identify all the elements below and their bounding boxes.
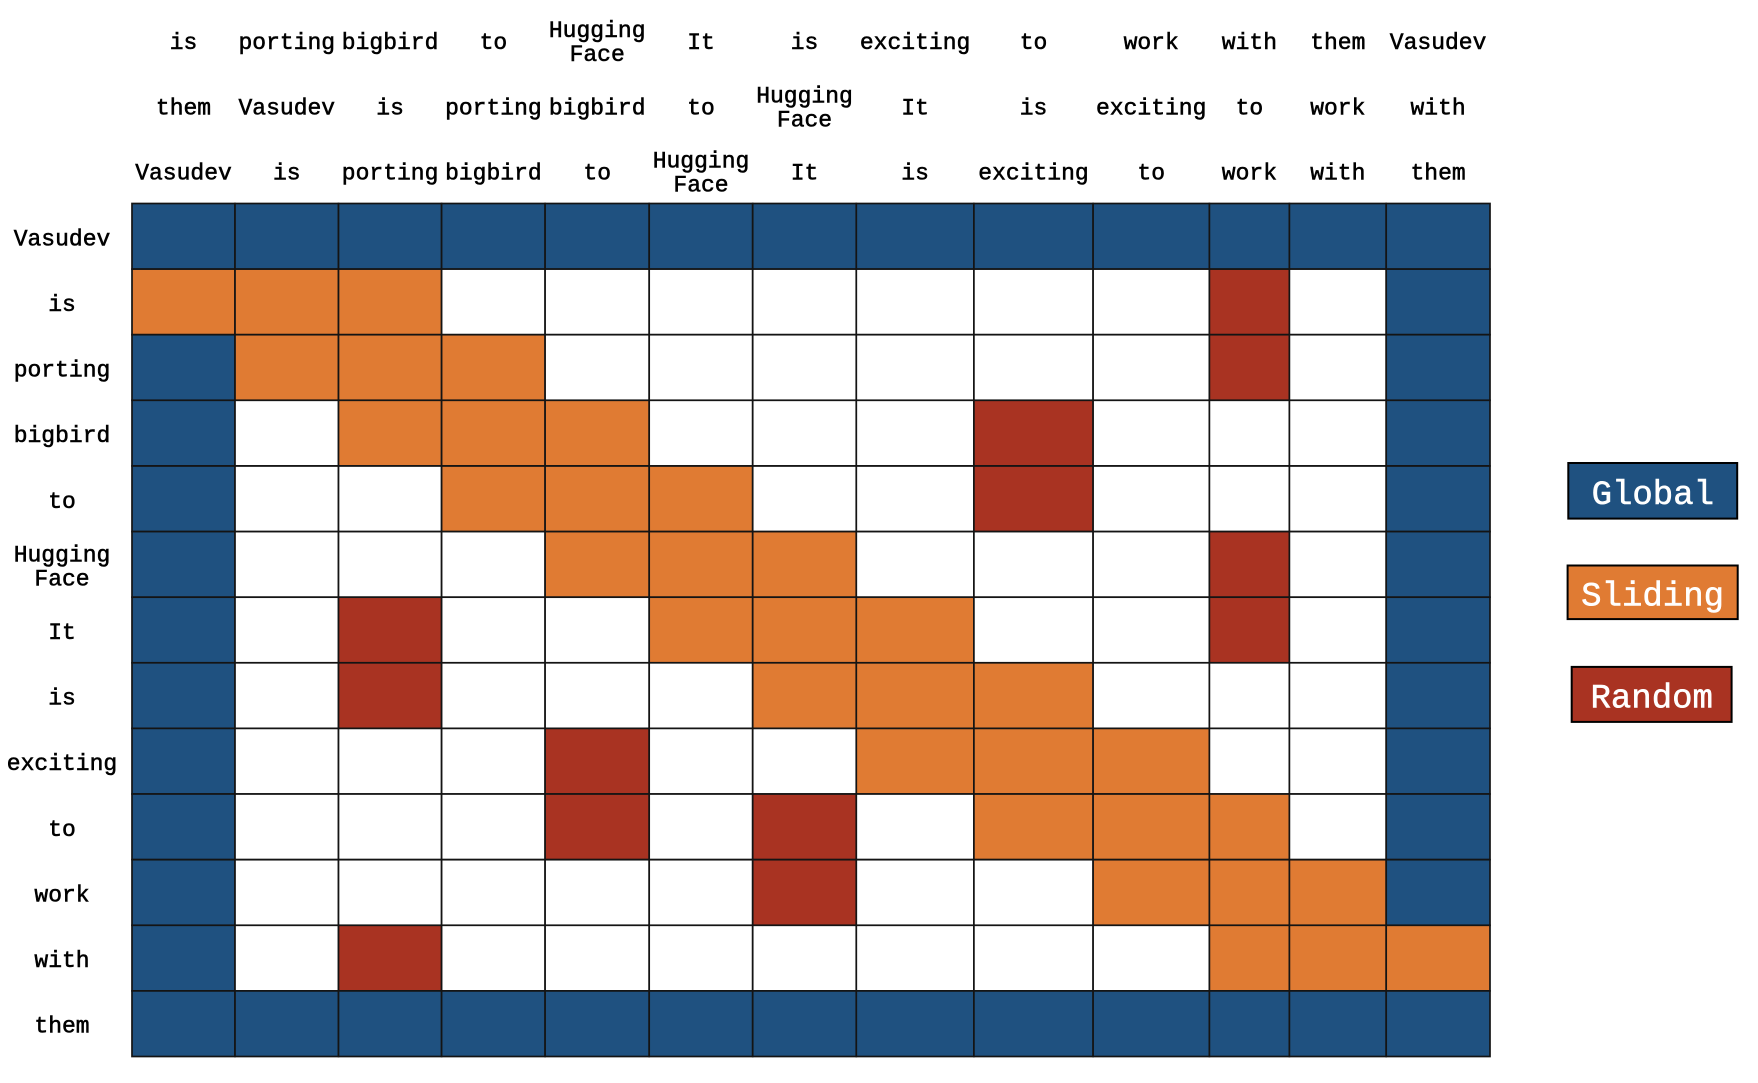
svg-text:porting: porting	[238, 30, 335, 56]
svg-text:Hugging: Hugging	[653, 149, 750, 175]
svg-text:It: It	[48, 620, 76, 646]
svg-text:with: with	[1410, 96, 1465, 122]
svg-text:exciting: exciting	[860, 30, 970, 56]
svg-text:to: to	[480, 30, 508, 56]
svg-text:porting: porting	[445, 96, 542, 122]
svg-text:exciting: exciting	[1096, 96, 1206, 122]
svg-text:Random: Random	[1590, 681, 1712, 719]
svg-text:Hugging: Hugging	[14, 542, 111, 568]
svg-text:them: them	[34, 1014, 89, 1040]
svg-text:It: It	[687, 30, 715, 56]
svg-text:Face: Face	[673, 173, 728, 199]
svg-text:to: to	[1236, 96, 1264, 122]
svg-text:Face: Face	[34, 566, 89, 592]
svg-text:exciting: exciting	[7, 751, 117, 777]
svg-text:Sliding: Sliding	[1581, 579, 1724, 617]
svg-text:Global: Global	[1592, 477, 1714, 515]
svg-text:bigbird: bigbird	[445, 161, 542, 187]
svg-text:work: work	[1222, 161, 1277, 187]
svg-text:Face: Face	[570, 42, 625, 68]
svg-text:to: to	[48, 817, 76, 843]
svg-text:porting: porting	[342, 161, 439, 187]
svg-text:is: is	[48, 292, 76, 318]
svg-text:bigbird: bigbird	[549, 96, 646, 122]
svg-text:Vasudev: Vasudev	[1390, 30, 1487, 56]
svg-text:them: them	[156, 96, 211, 122]
svg-text:to: to	[687, 96, 715, 122]
svg-text:is: is	[48, 686, 76, 712]
svg-text:work: work	[34, 883, 89, 909]
svg-text:to: to	[1020, 30, 1048, 56]
svg-text:Vasudev: Vasudev	[238, 96, 335, 122]
svg-text:It: It	[791, 161, 819, 187]
svg-text:them: them	[1410, 161, 1465, 187]
svg-text:with: with	[1222, 30, 1277, 56]
svg-text:is: is	[901, 161, 929, 187]
svg-text:Face: Face	[777, 108, 832, 134]
svg-text:exciting: exciting	[978, 161, 1088, 187]
svg-text:to: to	[583, 161, 611, 187]
svg-text:is: is	[273, 161, 301, 187]
svg-text:work: work	[1124, 30, 1179, 56]
svg-text:is: is	[376, 96, 404, 122]
svg-text:with: with	[34, 948, 89, 974]
svg-text:porting: porting	[14, 358, 111, 384]
svg-text:with: with	[1310, 161, 1365, 187]
svg-text:work: work	[1310, 96, 1365, 122]
svg-text:is: is	[1020, 96, 1048, 122]
svg-text:It: It	[901, 96, 929, 122]
svg-text:is: is	[170, 30, 198, 56]
svg-text:Hugging: Hugging	[756, 84, 853, 110]
svg-text:Vasudev: Vasudev	[135, 161, 232, 187]
svg-text:Vasudev: Vasudev	[14, 226, 111, 252]
svg-text:bigbird: bigbird	[342, 30, 439, 56]
svg-text:Hugging: Hugging	[549, 18, 646, 44]
svg-text:is: is	[791, 30, 819, 56]
svg-text:to: to	[48, 489, 76, 515]
svg-text:to: to	[1137, 161, 1165, 187]
svg-text:bigbird: bigbird	[14, 423, 111, 449]
svg-text:them: them	[1310, 30, 1365, 56]
